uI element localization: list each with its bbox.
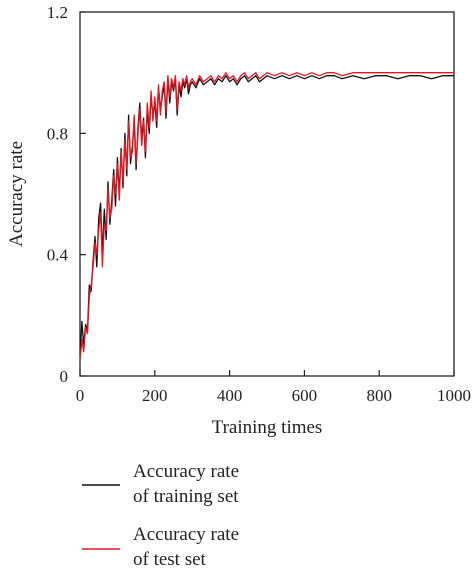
x-axis-title: Training times (212, 417, 323, 438)
legend: Accuracy rate of training set Accuracy r… (82, 461, 239, 570)
legend-label-test-line2: of test set (133, 549, 207, 570)
y-tick-label: 0.8 (47, 124, 68, 143)
x-tick-label: 200 (142, 386, 168, 405)
axis-ticks: 0 200 400 600 800 1000 0 0.4 0.8 1.2 (47, 3, 471, 405)
x-tick-label: 1000 (437, 386, 471, 405)
x-tick-label: 800 (366, 386, 392, 405)
y-tick-label: 1.2 (47, 3, 68, 22)
x-tick-label: 600 (292, 386, 318, 405)
series-line-training-set (79, 75, 454, 358)
legend-label-training-line2: of training set (133, 486, 239, 507)
legend-label-training-line1: Accuracy rate (133, 461, 239, 482)
series-lines (79, 72, 454, 361)
y-axis-title: Accuracy rate (6, 141, 27, 247)
plot-frame (79, 11, 455, 377)
series-line-test-set (79, 72, 454, 361)
x-tick-label: 400 (217, 386, 243, 405)
y-tick-label: 0.4 (47, 246, 69, 265)
legend-label-test-line1: Accuracy rate (133, 524, 239, 545)
y-tick-label: 0 (60, 367, 69, 386)
x-tick-label: 0 (76, 386, 85, 405)
